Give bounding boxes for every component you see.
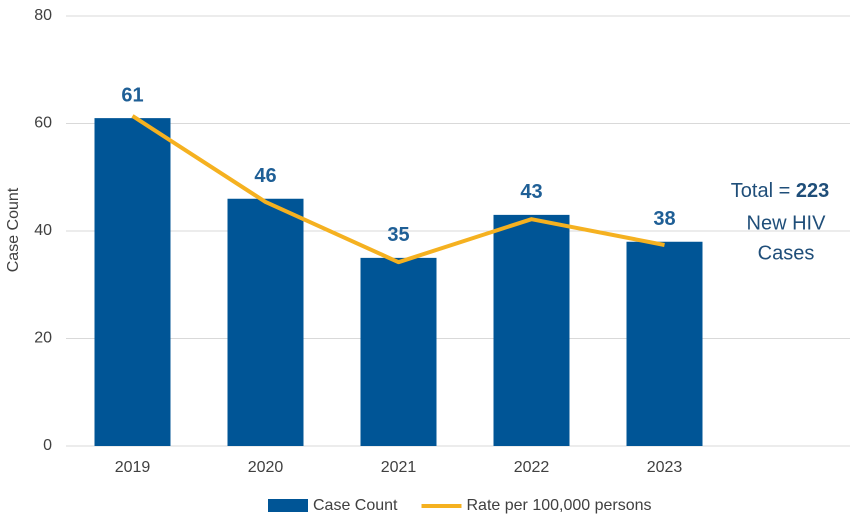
x-tick-label: 2019 — [115, 459, 151, 476]
y-tick-label: 60 — [34, 115, 52, 132]
bar — [493, 214, 570, 446]
x-tick-label: 2023 — [647, 459, 683, 476]
x-tick-label: 2020 — [248, 459, 284, 476]
legend-swatch — [268, 499, 308, 512]
bar — [94, 118, 171, 446]
line — [131, 114, 665, 265]
y-tick-label: 20 — [34, 330, 52, 347]
x-tick-label: 2021 — [381, 459, 417, 476]
y-tick-label: 40 — [34, 222, 52, 239]
y-tick-label: 0 — [43, 437, 52, 454]
annotation-prefix: Total = — [731, 180, 790, 202]
bar — [626, 241, 703, 446]
bar — [227, 198, 304, 446]
data-label: 35 — [387, 224, 409, 246]
data-label: 61 — [121, 84, 143, 106]
y-axis-label: Case Count — [5, 187, 22, 272]
bar — [360, 257, 437, 446]
data-label: 46 — [254, 165, 276, 187]
data-label: 38 — [653, 208, 675, 230]
annotation-total: 223 — [796, 180, 829, 202]
legend-label: Case Count — [313, 497, 398, 514]
annotation-line: Cases — [758, 242, 815, 264]
x-tick-label: 2022 — [514, 459, 550, 476]
annotation: Total = 223 — [731, 180, 829, 202]
data-label: 43 — [520, 181, 542, 203]
legend-label: Rate per 100,000 persons — [467, 497, 652, 514]
y-tick-label: 80 — [34, 7, 52, 24]
annotation-line: New HIV — [747, 212, 827, 234]
